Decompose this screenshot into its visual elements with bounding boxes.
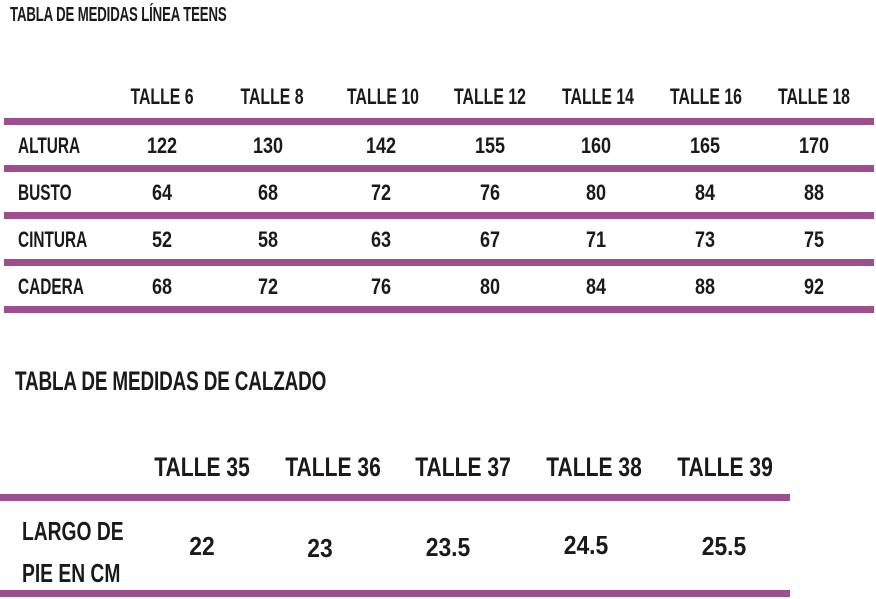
table-cell: 24.5 <box>563 530 609 560</box>
table-cell: 122 <box>146 133 178 158</box>
row-label-altura: ALTURA <box>18 133 81 158</box>
header-talle-8: TALLE 8 <box>240 84 304 109</box>
row-divider <box>4 259 874 266</box>
table-cell: 76 <box>370 274 392 299</box>
table-cell: 165 <box>689 133 721 158</box>
row-label-line-2: PIE EN CM <box>22 558 121 588</box>
table-cell: 71 <box>585 227 607 252</box>
table-cell: 170 <box>798 133 830 158</box>
header-talle-12: TALLE 12 <box>454 84 526 109</box>
table-cell: 52 <box>151 227 173 252</box>
header-talle-16: TALLE 16 <box>670 84 742 109</box>
table-cell: 68 <box>151 274 173 299</box>
table-cell: 58 <box>257 227 279 252</box>
table-cell: 130 <box>252 133 284 158</box>
row-divider <box>0 590 790 597</box>
table-cell: 72 <box>370 180 392 205</box>
table-cell: 63 <box>370 227 392 252</box>
table-cell: 80 <box>585 180 607 205</box>
table-cell: 22 <box>189 531 215 561</box>
row-label-cadera: CADERA <box>18 274 84 299</box>
header-talle-36: TALLE 36 <box>285 452 381 482</box>
table-cell: 92 <box>803 274 825 299</box>
row-divider <box>4 118 874 125</box>
table-cell: 76 <box>479 180 501 205</box>
header-talle-10: TALLE 10 <box>347 84 419 109</box>
row-label-busto: BUSTO <box>18 180 72 205</box>
row-label-cintura: CINTURA <box>18 227 88 252</box>
shoe-table-title: TABLA DE MEDIDAS DE CALZADO <box>15 366 327 396</box>
table-cell: 73 <box>694 227 716 252</box>
table-cell: 68 <box>257 180 279 205</box>
table-cell: 64 <box>151 180 173 205</box>
row-divider <box>4 165 874 172</box>
header-talle-18: TALLE 18 <box>778 84 850 109</box>
header-talle-14: TALLE 14 <box>562 84 634 109</box>
row-divider <box>4 212 874 219</box>
row-label-line-1: LARGO DE <box>22 516 124 546</box>
table-cell: 88 <box>694 274 716 299</box>
table-cell: 23.5 <box>425 532 471 562</box>
row-label-largo-de-pie: LARGO DE PIE EN CM <box>22 510 140 594</box>
row-divider <box>0 494 790 501</box>
header-talle-37: TALLE 37 <box>415 452 511 482</box>
teens-table-title: TABLA DE MEDIDAS LÍNEA TEENS <box>10 4 227 26</box>
header-talle-39: TALLE 39 <box>677 452 773 482</box>
table-cell: 84 <box>694 180 716 205</box>
table-cell: 23 <box>307 533 333 563</box>
header-talle-35: TALLE 35 <box>154 452 250 482</box>
header-talle-6: TALLE 6 <box>130 84 194 109</box>
table-cell: 80 <box>479 274 501 299</box>
table-cell: 72 <box>257 274 279 299</box>
table-cell: 88 <box>803 180 825 205</box>
table-cell: 155 <box>474 133 506 158</box>
table-cell: 67 <box>479 227 501 252</box>
table-cell: 142 <box>365 133 397 158</box>
table-cell: 75 <box>803 227 825 252</box>
table-cell: 84 <box>585 274 607 299</box>
table-cell: 25.5 <box>701 531 747 561</box>
row-divider <box>4 306 874 313</box>
header-talle-38: TALLE 38 <box>546 452 642 482</box>
table-cell: 160 <box>580 133 612 158</box>
